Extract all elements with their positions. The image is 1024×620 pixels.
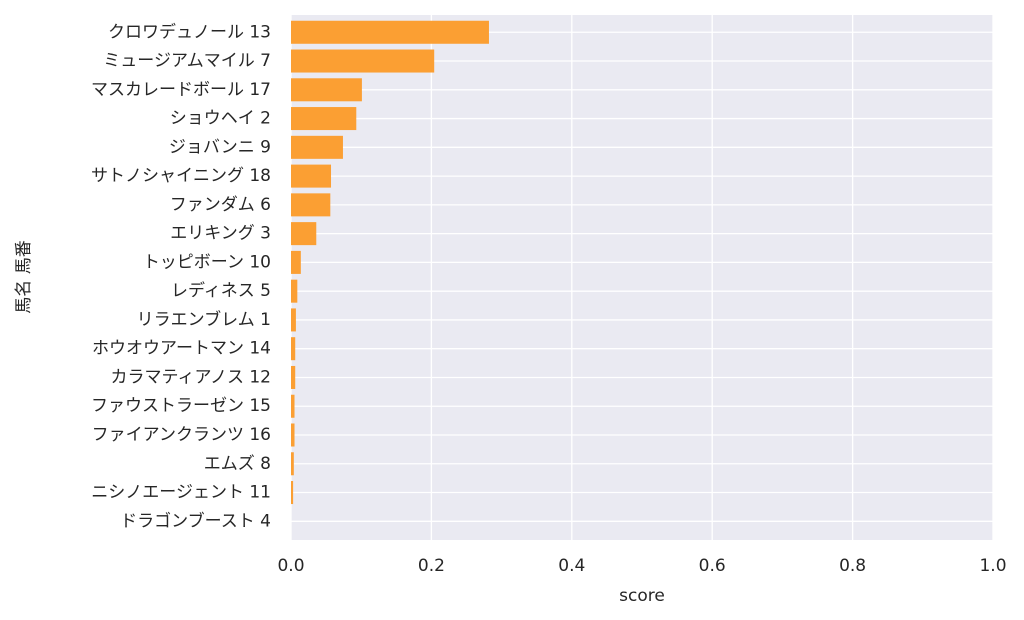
y-tick-label: クロワデュノール 13 — [108, 21, 271, 42]
y-tick-label: マスカレードボール 17 — [91, 80, 271, 100]
y-tick-label: レディネス 5 — [171, 280, 271, 301]
bar — [291, 49, 435, 73]
x-tick-label: 0.8 — [839, 556, 866, 576]
x-tick-label: 0.0 — [277, 556, 304, 576]
bar — [291, 78, 362, 102]
bar — [291, 279, 298, 303]
bar — [291, 423, 295, 447]
bar — [291, 250, 301, 274]
x-tick-label: 1.0 — [979, 556, 1006, 576]
x-tick-label: 0.6 — [699, 556, 726, 576]
y-axis-label: 馬名 馬番 — [14, 240, 34, 313]
bar — [291, 308, 296, 332]
y-tick-label: エリキング 3 — [170, 224, 271, 244]
x-tick-label: 0.2 — [418, 556, 445, 576]
bar — [291, 107, 357, 131]
bar — [291, 222, 317, 246]
y-tick-label: ジョバンニ 9 — [169, 137, 271, 157]
bar — [291, 394, 295, 418]
y-tick-label: ミュージアムマイル 7 — [103, 51, 271, 71]
y-tick-label: ドラゴンブースト 4 — [120, 510, 271, 531]
y-tick-label: ショウヘイ 2 — [170, 109, 271, 129]
bar — [291, 164, 332, 188]
y-tick-label: ホウオウアートマン 14 — [92, 339, 271, 359]
x-axis-label: score — [619, 586, 665, 606]
y-tick-label: トッピボーン 10 — [143, 252, 271, 272]
bar — [291, 135, 343, 159]
y-tick-label: ファンダム 6 — [170, 195, 271, 215]
bar — [291, 481, 294, 505]
y-tick-label: カラマティアノス 12 — [111, 367, 272, 387]
y-tick-label: ファウストラーゼン 15 — [91, 396, 271, 416]
x-tick-label: 0.4 — [558, 556, 585, 576]
plot-area — [291, 15, 993, 540]
y-tick-label: エムズ 8 — [204, 454, 271, 474]
bar — [291, 193, 331, 217]
y-tick-label: リラエンブレム 1 — [137, 309, 271, 330]
y-tick-label: ファイアンクランツ 16 — [92, 425, 271, 445]
y-tick-label: ニシノエージェント 11 — [91, 483, 271, 503]
bar — [291, 20, 489, 44]
bar — [291, 452, 294, 476]
bar — [291, 337, 296, 361]
y-tick-label: サトノシャイニング 18 — [91, 166, 271, 186]
bar — [291, 365, 296, 389]
